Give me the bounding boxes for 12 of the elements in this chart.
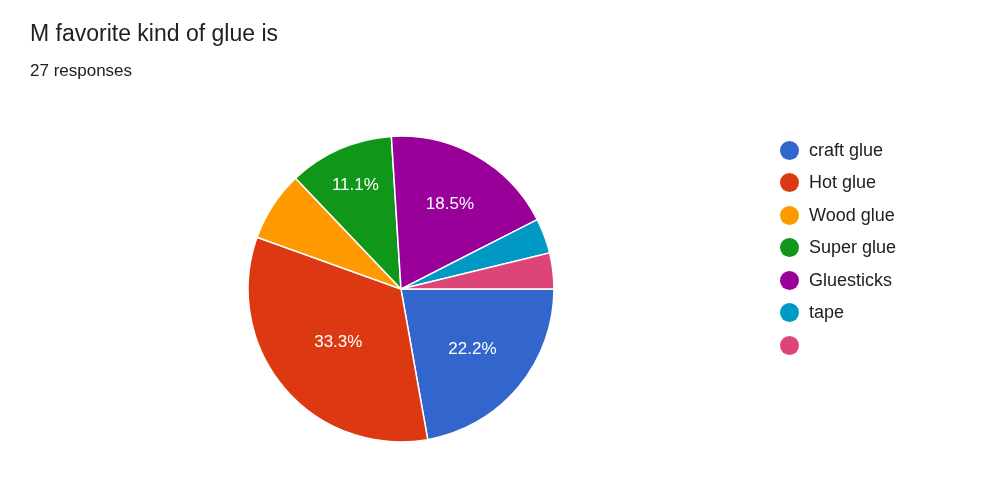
legend-label: Hot glue [809,172,877,194]
data-label: 11.1% [331,175,379,195]
legend-label: Super glue [809,237,897,259]
legend-label: craft glue [809,139,884,161]
chart-title: M favorite kind of glue is [30,20,279,47]
data-label: 33.3% [314,332,363,352]
data-label: 22.2% [448,339,497,359]
text: 27 responses [30,61,133,81]
legend-label: Wood glue [809,204,895,226]
data-label: 18.5% [425,193,475,213]
legend-label: tape [809,302,845,324]
legend-label: Gluesticks [809,269,893,291]
